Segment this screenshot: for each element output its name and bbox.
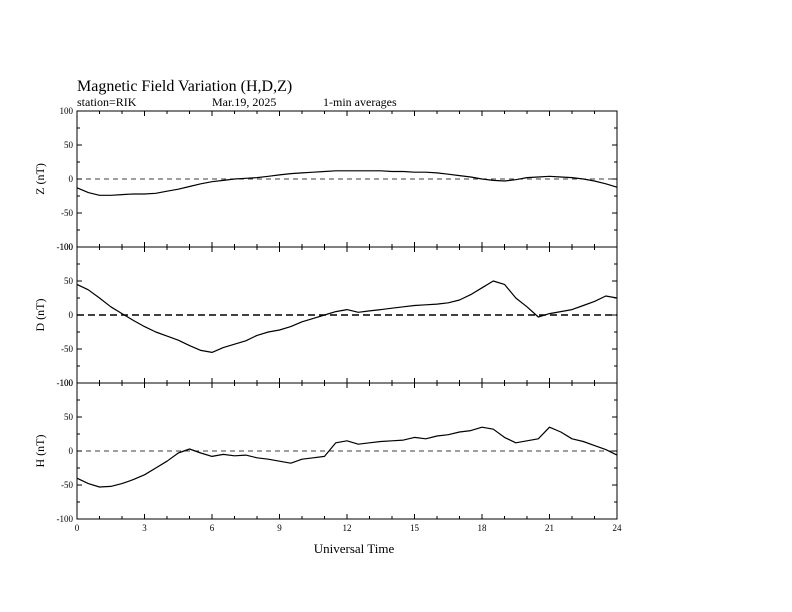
panel-3: 100 50 0 -50 -100 H (nT): [33, 378, 618, 524]
y-axis-label: D (nT): [33, 299, 47, 332]
y-tick-label: 100: [60, 378, 74, 388]
date-label: Mar.19, 2025: [212, 95, 276, 109]
y-tick-label: -50: [61, 208, 73, 218]
data-line: [76, 426, 618, 488]
y-tick-label: 0: [69, 174, 74, 184]
y-tick-label: 0: [69, 446, 74, 456]
y-tick-label: -100: [57, 514, 74, 524]
y-tick-label: 50: [64, 140, 74, 150]
x-tick-label: 12: [343, 523, 352, 533]
chart-title: Magnetic Field Variation (H,D,Z): [77, 78, 292, 95]
x-tick-label: 24: [613, 523, 623, 533]
x-axis-label: Universal Time: [314, 541, 395, 556]
y-tick-label: -100: [57, 378, 74, 388]
x-tick-label: 6: [210, 523, 215, 533]
data-line: [76, 280, 618, 353]
y-tick-label: 100: [60, 242, 74, 252]
y-tick-label: 50: [64, 276, 74, 286]
y-axis-label: H (nT): [33, 435, 47, 468]
y-tick-label: 0: [69, 310, 74, 320]
x-tick-label: 21: [545, 523, 554, 533]
x-tick-label: 0: [75, 523, 80, 533]
y-tick-label: -100: [57, 242, 74, 252]
x-tick-label: 3: [142, 523, 147, 533]
y-tick-label: -50: [61, 480, 73, 490]
y-tick-label: 50: [64, 412, 74, 422]
panel-2: 100 50 0 -50 -100 D (nT): [33, 242, 618, 388]
panel-1: 100 50 0 -50 -100 Z (nT): [33, 106, 618, 252]
y-axis-label: Z (nT): [33, 163, 47, 195]
y-tick-label: -50: [61, 344, 73, 354]
x-tick-label: 9: [277, 523, 282, 533]
y-tick-label: 100: [60, 106, 74, 116]
station-label: station=RIK: [77, 95, 137, 109]
x-tick-label: 18: [478, 523, 488, 533]
averaging-label: 1-min averages: [323, 95, 397, 109]
data-line: [76, 170, 618, 196]
x-tick-label: 15: [410, 523, 420, 533]
